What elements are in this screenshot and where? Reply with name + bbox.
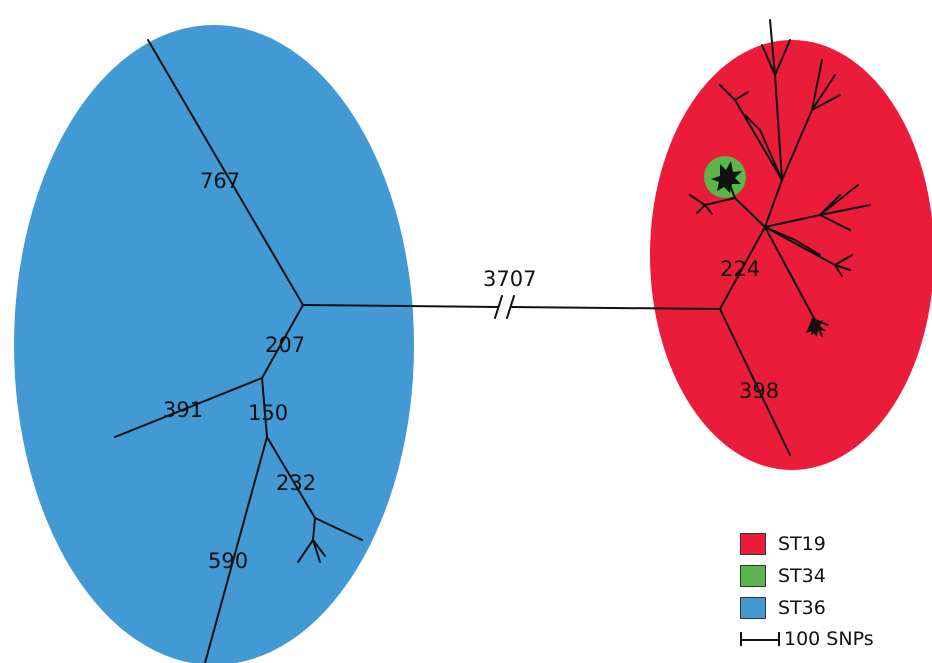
branch-internal: [774, 74, 783, 181]
branch-tip: [312, 539, 321, 563]
branch-tip: [719, 84, 736, 101]
branch-internal: [769, 19, 776, 76]
branch-tip: [774, 39, 791, 76]
branch-tip: [834, 264, 843, 277]
branch-tip: [819, 204, 871, 216]
branch-tip: [744, 114, 761, 131]
legend-item-st36: ST36: [740, 592, 920, 624]
branch-tip: [734, 91, 749, 101]
branch-label-3707: 3707: [483, 267, 536, 291]
branch-label-767: 767: [200, 169, 240, 193]
legend-label-st19: ST19: [778, 533, 826, 555]
legend-swatch-st19: [740, 533, 766, 555]
branch-tip: [834, 254, 853, 266]
legend-swatch-st34: [740, 565, 766, 587]
scale-bar-label: 100 SNPs: [784, 628, 874, 650]
legend-item-st34: ST34: [740, 560, 920, 592]
branch-tip: [819, 214, 851, 231]
legend-label-st34: ST34: [778, 565, 826, 587]
branch-internal: [764, 226, 796, 241]
scale-bar: 100 SNPs: [740, 624, 920, 654]
branch-label-232: 232: [276, 471, 316, 495]
break-mark: [494, 295, 503, 319]
branch-internal: [764, 214, 821, 228]
legend-item-st19: ST19: [740, 528, 920, 560]
branch-tip: [811, 94, 841, 111]
branch-label-391: 391: [163, 398, 203, 422]
st34-tip-cluster: [711, 161, 742, 193]
branch-tip: [819, 194, 841, 216]
branch-tip: [312, 517, 316, 541]
branch-internal: [704, 197, 736, 206]
branch-tip: [811, 59, 823, 111]
branch-internal: [734, 99, 783, 181]
branch-label-590: 590: [208, 549, 248, 573]
branch-590: [204, 436, 268, 663]
branch-tip: [761, 44, 776, 76]
legend-swatch-st36: [740, 597, 766, 619]
st19-tip-cluster: [806, 318, 826, 337]
branch-tip: [834, 264, 851, 271]
st19-cluster: [650, 40, 932, 470]
branch-tip: [794, 239, 821, 256]
branch-internal: [781, 109, 813, 181]
scale-bar-line: [740, 632, 780, 646]
legend-label-st36: ST36: [778, 597, 826, 619]
branch-long-internal: [302, 304, 499, 308]
branch-232: [266, 436, 316, 519]
branch-internal: [734, 197, 766, 228]
branch-tip: [811, 74, 836, 111]
branch-label-150: 150: [248, 401, 288, 425]
branch-207: [261, 304, 304, 379]
branch-3707-right: [511, 306, 721, 310]
branch-internal: [764, 226, 816, 321]
branch-tip: [314, 517, 363, 541]
branch-tip: [689, 194, 706, 206]
branch-tip: [704, 204, 713, 215]
branch-tip: [696, 204, 706, 214]
branch-398: [719, 308, 791, 456]
legend: ST19 ST34 ST36 100 SNPs: [740, 528, 920, 654]
branch-150: [261, 377, 268, 438]
branch-224: [719, 226, 766, 310]
branch-label-207: 207: [265, 333, 305, 357]
branch-tip: [297, 539, 314, 563]
st36-cluster: [14, 25, 414, 663]
branch-391: [114, 377, 263, 438]
branch-internal: [764, 226, 836, 266]
branch-internal: [759, 129, 783, 181]
break-mark: [506, 295, 515, 319]
branch-label-224: 224: [720, 257, 760, 281]
branch-767: [147, 39, 304, 306]
branch-label-398: 398: [739, 379, 779, 403]
branch-internal: [764, 179, 783, 228]
branch-tip: [312, 539, 326, 557]
